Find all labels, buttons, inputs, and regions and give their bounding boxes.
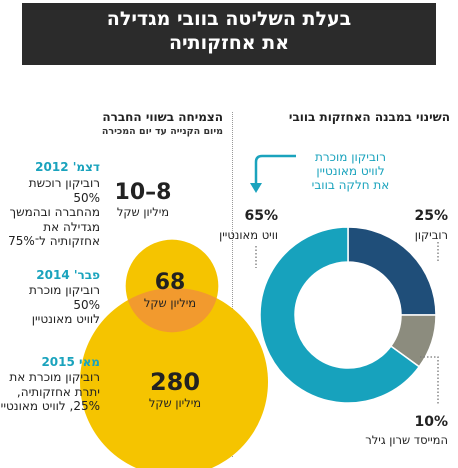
bubble-value-label: 280 — [149, 368, 201, 396]
title-banner — [22, 3, 436, 65]
donut-label-pct: 25% — [414, 208, 448, 224]
donut-label-pct: 10% — [414, 414, 448, 430]
section-divider — [232, 112, 233, 457]
event-description: רוביקון רוכשת 50% מהחברה ובהמשך מגדילה את… — [8, 176, 100, 248]
event-date: פבר' 2014 — [36, 268, 100, 282]
bubble-value-label: 10–8 — [114, 180, 172, 205]
bubble-overlap — [125, 288, 219, 333]
event-date: דצמ' 2012 — [35, 160, 100, 174]
bubble-value-label: 68 — [154, 270, 186, 295]
left-heading: הצמיחה בשווי החברה — [102, 110, 223, 124]
event-description: רוביקון מוכרת את יתרת אחזקותיה, 25%, לווי… — [0, 370, 100, 413]
left-subheading: מיום הקנייה עד יום המכירה — [101, 126, 223, 137]
event-date: מאי 2015 — [41, 355, 100, 369]
right-heading: השינוי במבנה האחזקות בוובי — [288, 110, 450, 124]
bubble-unit-label: מיליון שקל — [116, 205, 170, 219]
donut-label-name: המייסד שרון גילר — [365, 433, 448, 447]
bubble-unit-label: מיליון שקל — [148, 396, 202, 410]
change-note: רוביקון מוכרת לוויט מאונטיין את חלקה בוובי — [311, 150, 390, 192]
bubble — [80, 288, 268, 468]
donut-label-pct: 65% — [244, 208, 278, 224]
page-title-line2: את אחזקותיה — [168, 32, 290, 54]
donut-slice — [259, 226, 421, 404]
event-description: רוביקון מוכרת 50% לוויט מאונטיין — [29, 283, 100, 326]
donut-label-name: וויט מאונטיין — [219, 228, 278, 242]
page-title-line1: בעלת השליטה בוובי מגדילה — [106, 8, 352, 30]
bubble-unit-label: מיליון שקל — [143, 296, 197, 310]
donut-label-name: רוביקון — [414, 228, 448, 242]
